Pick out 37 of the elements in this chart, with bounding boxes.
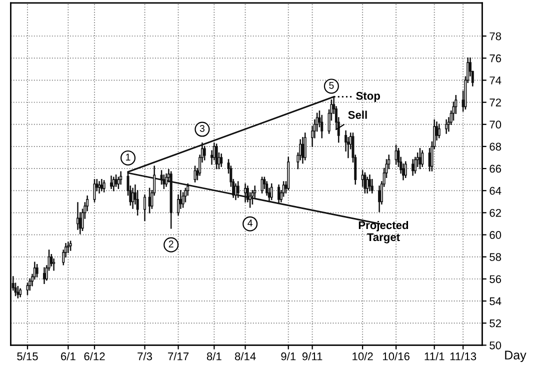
- x-tick-label: 11/13: [450, 352, 476, 360]
- annotation: 4: [248, 220, 252, 226]
- y-tick-label: 60: [490, 231, 502, 239]
- y-tick-label: 56: [490, 275, 502, 284]
- x-tick-label: 9/11: [302, 352, 322, 360]
- annotation: Stop: [356, 92, 380, 102]
- y-tick-label: 52: [490, 319, 501, 328]
- y-tick-label: 70: [490, 120, 502, 129]
- x-tick-label: 10/2: [352, 352, 373, 360]
- annotation: Sell: [348, 110, 367, 119]
- x-axis-title: Day: [505, 350, 526, 362]
- x-tick-label: 9/1: [281, 352, 296, 360]
- y-tick-label: 50: [490, 341, 502, 350]
- y-tick-label: 66: [490, 164, 502, 173]
- x-tick-label: 7/17: [168, 352, 189, 360]
- annotation: 1: [126, 154, 130, 160]
- y-tick-label: 68: [490, 142, 502, 151]
- x-tick-label: 5/15: [17, 352, 38, 360]
- x-tick-label: 8/14: [234, 352, 256, 360]
- y-tick-label: 64: [490, 186, 502, 195]
- annotation: Projected Target: [358, 220, 408, 244]
- annotation: 5: [329, 82, 334, 89]
- annotation: 3: [200, 124, 204, 132]
- y-tick-label: 74: [490, 76, 502, 84]
- x-tick-label: 6/12: [84, 352, 105, 360]
- annotation: 2: [168, 240, 174, 248]
- y-tick-label: 54: [490, 297, 502, 306]
- x-tick-label: 11/1: [424, 352, 444, 360]
- y-tick-label: 58: [490, 253, 502, 261]
- x-tick-label: 10/16: [383, 352, 410, 360]
- x-tick-label: 6/1: [61, 352, 76, 360]
- x-tick-label: 7/3: [138, 352, 152, 360]
- x-tick-label: 8/1: [206, 352, 222, 360]
- y-tick-label: 76: [490, 54, 502, 62]
- y-tick-label: 62: [490, 208, 501, 217]
- y-tick-label: 78: [490, 32, 502, 40]
- y-tick-label: 72: [490, 98, 501, 106]
